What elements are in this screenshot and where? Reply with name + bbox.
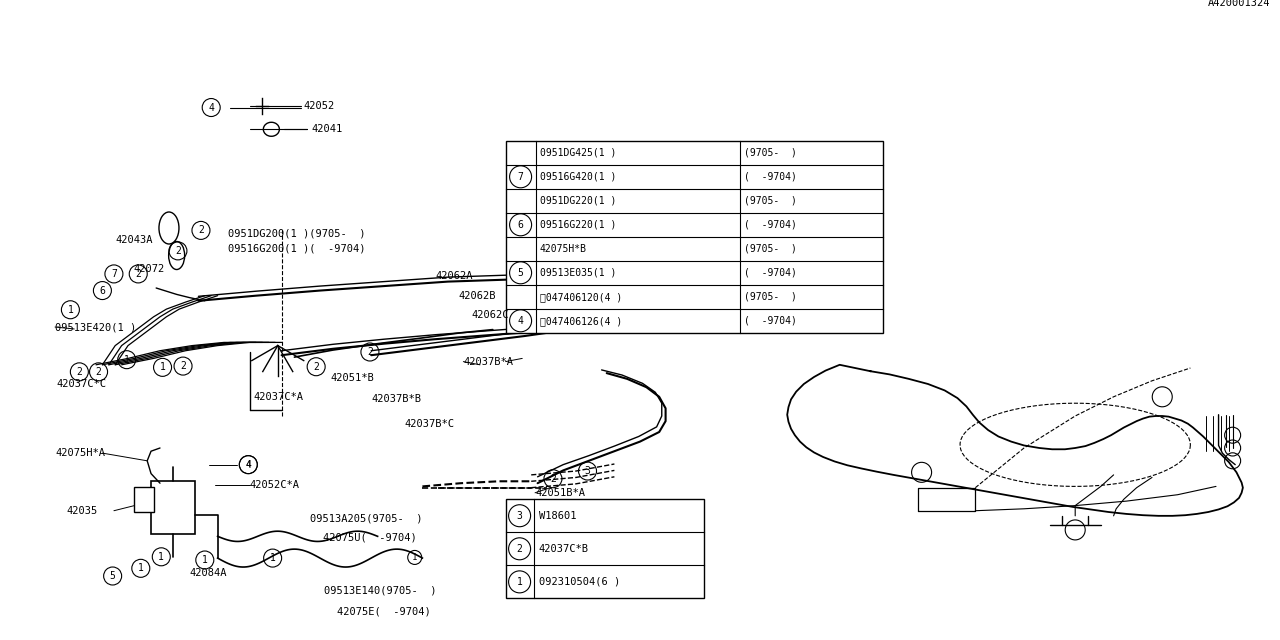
Text: (9705-  ): (9705- ) bbox=[744, 244, 796, 254]
Text: 42062B: 42062B bbox=[458, 291, 495, 301]
Bar bbox=[134, 487, 155, 512]
Text: 1: 1 bbox=[160, 362, 165, 372]
Text: 42043A: 42043A bbox=[115, 235, 152, 245]
Text: 09513E420(1 ): 09513E420(1 ) bbox=[55, 322, 136, 332]
Text: (  -9704): ( -9704) bbox=[744, 268, 796, 278]
Text: 42037C*B: 42037C*B bbox=[539, 544, 589, 554]
Text: Ⓞ047406120(4 ): Ⓞ047406120(4 ) bbox=[540, 292, 622, 302]
Text: 2: 2 bbox=[180, 361, 186, 371]
Text: 092310504(6 ): 092310504(6 ) bbox=[539, 577, 620, 587]
Text: 42075E(  -9704): 42075E( -9704) bbox=[337, 606, 430, 616]
Text: 2: 2 bbox=[550, 474, 556, 484]
Ellipse shape bbox=[169, 241, 184, 269]
Bar bbox=[506, 141, 883, 333]
Text: 42051B*A: 42051B*A bbox=[535, 488, 585, 498]
Text: 2: 2 bbox=[314, 362, 319, 372]
Text: 42035: 42035 bbox=[67, 506, 97, 516]
Text: 1: 1 bbox=[202, 555, 207, 565]
Text: 42062A: 42062A bbox=[435, 271, 472, 282]
Text: 42052C*A: 42052C*A bbox=[250, 480, 300, 490]
Bar bbox=[151, 481, 195, 534]
Text: 42037B*A: 42037B*A bbox=[463, 356, 513, 367]
Text: 4: 4 bbox=[246, 460, 251, 469]
Text: 1: 1 bbox=[517, 577, 522, 587]
Text: 2: 2 bbox=[175, 246, 180, 256]
Text: 09513E035(1 ): 09513E035(1 ) bbox=[540, 268, 616, 278]
Text: 3: 3 bbox=[585, 466, 590, 476]
Text: 2: 2 bbox=[77, 367, 82, 377]
Text: 4: 4 bbox=[209, 102, 214, 113]
Text: 7: 7 bbox=[517, 172, 524, 182]
Text: Ⓞ047406126(4 ): Ⓞ047406126(4 ) bbox=[540, 316, 622, 326]
Text: 42037C*A: 42037C*A bbox=[253, 392, 303, 402]
Text: 09516G220(1 ): 09516G220(1 ) bbox=[540, 220, 616, 230]
Text: 4: 4 bbox=[517, 316, 524, 326]
Text: 2: 2 bbox=[367, 347, 372, 357]
Text: 4: 4 bbox=[246, 460, 251, 470]
Text: 6: 6 bbox=[100, 285, 105, 296]
Text: 1: 1 bbox=[412, 553, 417, 562]
Text: W18601: W18601 bbox=[539, 511, 576, 521]
Text: 1: 1 bbox=[138, 563, 143, 573]
Text: 1: 1 bbox=[159, 552, 164, 562]
Text: A420001324: A420001324 bbox=[1207, 0, 1270, 8]
Text: 6: 6 bbox=[517, 220, 524, 230]
Text: 2: 2 bbox=[198, 225, 204, 236]
Text: 3: 3 bbox=[517, 511, 522, 521]
Text: 42075H*B: 42075H*B bbox=[540, 244, 586, 254]
Text: 0951DG200(1 )(9705-  ): 0951DG200(1 )(9705- ) bbox=[228, 228, 365, 239]
Text: (  -9704): ( -9704) bbox=[744, 220, 796, 230]
Text: 7: 7 bbox=[111, 269, 116, 279]
Text: 09513A205(9705-  ): 09513A205(9705- ) bbox=[310, 513, 422, 524]
Text: 42037B*C: 42037B*C bbox=[404, 419, 454, 429]
Bar bbox=[506, 499, 704, 598]
Text: 1: 1 bbox=[270, 553, 275, 563]
Text: (9705-  ): (9705- ) bbox=[744, 148, 796, 158]
Text: 42075U(  -9704): 42075U( -9704) bbox=[323, 532, 416, 543]
Text: 42041: 42041 bbox=[311, 124, 342, 134]
Text: 2: 2 bbox=[136, 269, 141, 279]
Text: 42037C*C: 42037C*C bbox=[56, 379, 106, 389]
Text: (  -9704): ( -9704) bbox=[744, 172, 796, 182]
Text: 5: 5 bbox=[110, 571, 115, 581]
Text: (9705-  ): (9705- ) bbox=[744, 196, 796, 206]
Text: 42075H*A: 42075H*A bbox=[55, 448, 105, 458]
Text: 1: 1 bbox=[68, 305, 73, 315]
Text: 42062C: 42062C bbox=[471, 310, 508, 320]
Text: 42037B*B: 42037B*B bbox=[371, 394, 421, 404]
Text: 09513E140(9705-  ): 09513E140(9705- ) bbox=[324, 585, 436, 595]
Ellipse shape bbox=[159, 212, 179, 244]
Text: (9705-  ): (9705- ) bbox=[744, 292, 796, 302]
Text: 42084A: 42084A bbox=[189, 568, 227, 578]
Text: 0951DG425(1 ): 0951DG425(1 ) bbox=[540, 148, 616, 158]
Text: 0951DG220(1 ): 0951DG220(1 ) bbox=[540, 196, 616, 206]
Text: 42051*B: 42051*B bbox=[330, 372, 374, 383]
Text: 5: 5 bbox=[517, 268, 524, 278]
Text: 2: 2 bbox=[96, 367, 101, 377]
Text: 09516G420(1 ): 09516G420(1 ) bbox=[540, 172, 616, 182]
Text: 42072: 42072 bbox=[133, 264, 164, 274]
Text: (  -9704): ( -9704) bbox=[744, 316, 796, 326]
Text: 2: 2 bbox=[517, 544, 522, 554]
Text: 1: 1 bbox=[124, 355, 129, 365]
Text: 42052: 42052 bbox=[303, 100, 334, 111]
Text: 09516G200(1 )(  -9704): 09516G200(1 )( -9704) bbox=[228, 243, 365, 253]
